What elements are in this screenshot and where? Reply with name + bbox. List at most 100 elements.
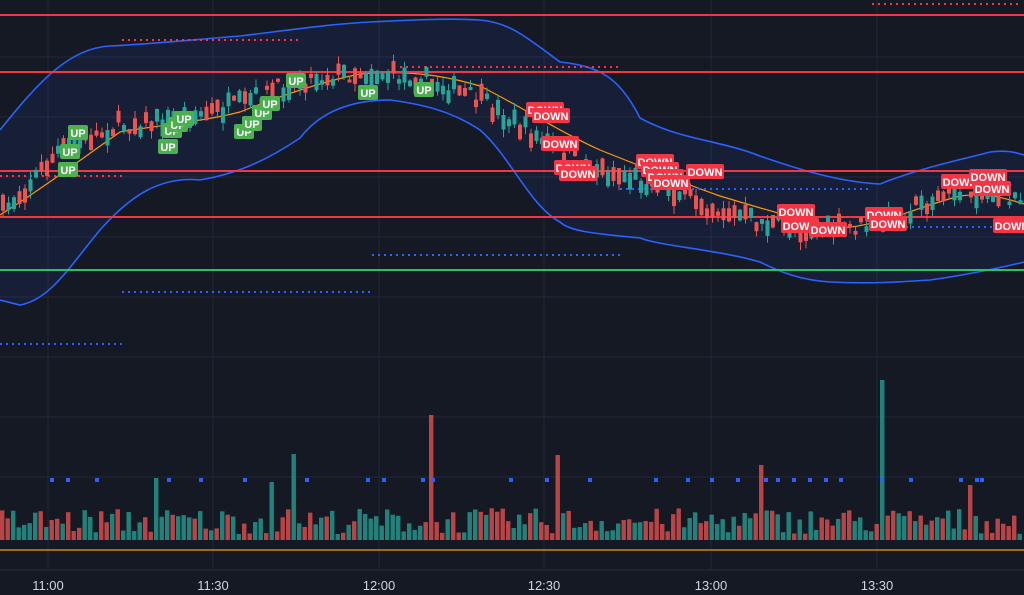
candle-body: [320, 80, 324, 85]
candle-body: [226, 92, 231, 107]
up-signal-badge: [286, 73, 306, 88]
volume-bar: [5, 518, 10, 540]
candle-body: [1018, 200, 1023, 205]
up-signal-badge: [358, 85, 378, 100]
volume-bar: [341, 532, 346, 540]
candle-body: [243, 91, 247, 104]
volume-panel: [0, 380, 1024, 551]
volume-bar: [869, 531, 874, 540]
volume-bar: [462, 532, 467, 540]
volume-bar: [264, 533, 269, 540]
volume-bar: [198, 511, 203, 540]
volume-bar: [247, 533, 252, 540]
down-signal-label: DOWN: [543, 139, 578, 151]
volume-bar: [335, 533, 340, 540]
volume-bar: [605, 531, 610, 540]
candle-body: [138, 126, 143, 138]
down-signal-badge: [973, 181, 1011, 196]
candle-body: [325, 74, 330, 86]
down-signal-badge: [652, 175, 690, 190]
candle-body: [490, 107, 495, 122]
candle-body: [468, 86, 473, 90]
up-signal-label: UP: [288, 76, 303, 88]
volume-bar: [412, 529, 417, 540]
volume-bar: [990, 532, 995, 540]
volume-bar: [704, 521, 709, 540]
volume-bar: [484, 514, 489, 540]
volume-bar: [616, 523, 621, 540]
candle-body: [50, 153, 55, 163]
volume-bar: [154, 478, 159, 540]
candle-body: [738, 209, 742, 221]
up-signal-label: UP: [416, 85, 431, 97]
volume-bar: [847, 510, 852, 540]
candle-body: [991, 194, 995, 203]
volume-bar: [77, 527, 82, 540]
candle-body: [166, 109, 170, 124]
volume-bar: [577, 527, 582, 540]
down-signal-label: DOWN: [783, 221, 818, 233]
volume-marker-dot: [975, 478, 979, 482]
volume-bar: [363, 513, 368, 540]
volume-bar: [621, 520, 626, 540]
volume-bar: [654, 508, 659, 540]
signal-labels: UPUPUPUPUPUPUPUPUPUPUPUPUPUPDOWNDOWNDOWN…: [58, 73, 1024, 237]
volume-bar: [852, 521, 857, 540]
up-signal-badge: [414, 82, 434, 97]
volume-marker-dot: [909, 478, 913, 482]
up-signal-label: UP: [62, 147, 77, 159]
candle-body: [397, 79, 401, 84]
volume-bar: [165, 510, 170, 540]
candle-body: [111, 129, 115, 137]
candle-body: [369, 68, 374, 86]
volume-bar: [242, 523, 247, 540]
volume-bar: [660, 524, 665, 540]
candle-body: [507, 119, 511, 127]
volume-bar: [863, 530, 868, 540]
candle-body: [705, 208, 709, 219]
up-signal-badge: [260, 96, 280, 111]
volume-marker-dot: [776, 478, 780, 482]
candle-body: [485, 93, 489, 99]
candle-body: [105, 130, 110, 146]
volume-bar: [253, 522, 258, 540]
volume-bar: [632, 522, 637, 540]
up-signal-badge: [60, 144, 80, 159]
x-tick-label: 12:00: [363, 578, 396, 593]
volume-bar: [720, 519, 725, 540]
volume-bar: [456, 532, 461, 540]
volume-bar: [814, 529, 819, 540]
volume-bar: [973, 515, 978, 540]
volume-marker-dot: [66, 478, 70, 482]
volume-bar: [60, 523, 65, 540]
volume-bar: [995, 518, 1000, 540]
volume-bar: [715, 524, 720, 540]
down-signal-badge: [969, 169, 1007, 184]
volume-bar: [517, 514, 522, 540]
volume-bar: [918, 515, 923, 540]
volume-bar: [346, 524, 351, 540]
volume-bar: [445, 519, 450, 540]
volume-bar: [753, 513, 758, 540]
volume-bar: [330, 510, 335, 540]
candle-body: [628, 172, 632, 190]
volume-bar: [830, 525, 835, 540]
candle-body: [122, 124, 126, 132]
candle-body: [655, 188, 660, 193]
volume-marker-dot: [509, 478, 513, 482]
candle-body: [94, 130, 99, 136]
volume-bar: [907, 511, 912, 540]
volume-bar: [874, 523, 879, 540]
candle-body: [1013, 192, 1017, 199]
volume-marker-dot: [764, 478, 768, 482]
volume-bar: [104, 522, 109, 540]
candle-body: [446, 90, 451, 104]
volume-bar: [82, 510, 87, 540]
x-tick-label: 13:30: [861, 578, 894, 593]
volume-marker-dot: [199, 478, 203, 482]
candle-body: [919, 195, 924, 210]
candle-body: [908, 211, 913, 224]
volume-bar: [209, 530, 214, 540]
volume-bar: [1001, 523, 1006, 540]
